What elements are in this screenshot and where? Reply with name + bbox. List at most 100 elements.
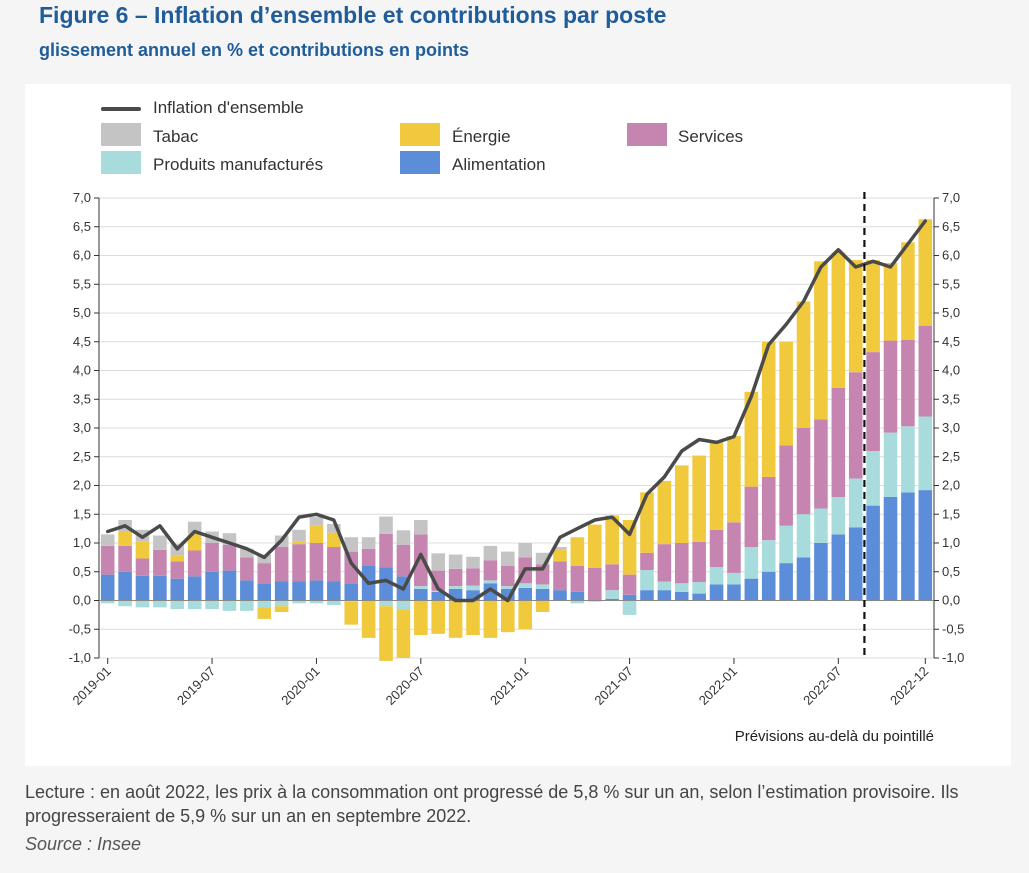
bar-alimentation [414, 589, 428, 601]
y-tick-label-left: 4,5 [73, 334, 91, 349]
y-tick-label-left: 1,5 [73, 506, 91, 521]
bar-energie [744, 391, 759, 487]
bar-services [118, 545, 132, 572]
bar-energie [309, 525, 324, 543]
bar-energie [396, 609, 411, 658]
legend-line-swatch [101, 107, 141, 111]
y-tick-label-left: 0,0 [73, 593, 91, 608]
y-tick-label-right: 2,5 [942, 449, 960, 464]
bar-alimentation [135, 575, 150, 601]
bar-energie [692, 455, 706, 542]
y-tick-label-left: 4,0 [73, 363, 91, 378]
bar-services [292, 544, 306, 582]
bar-produits [744, 547, 759, 579]
bar-produits [448, 586, 463, 589]
bar-alimentation [674, 591, 689, 601]
source-note: Source : Insee [25, 834, 142, 854]
bar-services [901, 340, 915, 427]
bar-produits [640, 570, 654, 591]
y-tick-label-right: 2,0 [942, 478, 960, 493]
bar-services [553, 561, 567, 591]
bar-produits [414, 586, 428, 589]
bar-alimentation [622, 594, 637, 601]
bar-energie [727, 436, 741, 523]
bar-services [205, 543, 219, 572]
legend-label-energie: Énergie [452, 127, 511, 146]
bar-services [361, 548, 376, 566]
bar-energie [448, 600, 463, 638]
bar-produits [118, 600, 132, 607]
bar-tabac [518, 543, 532, 558]
bar-alimentation [483, 583, 498, 601]
y-tick-label-left: 3,0 [73, 420, 91, 435]
chart-panel: Inflation d'ensemble Tabac Produits manu… [25, 84, 1011, 766]
y-tick-label-left: 7,0 [73, 190, 91, 205]
legend-label-line: Inflation d'ensemble [153, 98, 304, 117]
bar-energie [118, 531, 132, 546]
y-tick-label-right: 4,0 [942, 363, 960, 378]
bar-produits [257, 600, 272, 608]
bar-alimentation [779, 563, 793, 601]
bar-tabac [466, 556, 480, 569]
bar-produits [727, 572, 741, 585]
bar-energie [518, 600, 532, 630]
bar-services [692, 541, 706, 583]
bar-produits [274, 600, 289, 607]
y-tick-label-left: 6,0 [73, 248, 91, 263]
bar-produits [692, 582, 706, 594]
bar-tabac [327, 524, 341, 533]
bar-services [100, 545, 115, 575]
y-tick-label-right: 3,0 [942, 420, 960, 435]
bar-produits [327, 600, 341, 606]
y-tick-label-right: 5,0 [942, 305, 960, 320]
bar-produits [501, 586, 515, 589]
bar-services [309, 543, 324, 581]
x-tick-label: 2020-07 [383, 664, 427, 708]
bar-services [761, 476, 776, 541]
bar-tabac [483, 545, 498, 561]
bar-energie [553, 549, 567, 562]
bar-alimentation [274, 581, 289, 601]
bar-produits [709, 567, 724, 585]
bar-tabac [187, 521, 202, 534]
bar-services [379, 533, 393, 568]
bar-energie [466, 600, 480, 635]
bar-services [727, 522, 741, 573]
y-tick-label-right: 5,5 [942, 276, 960, 291]
bar-energie [622, 520, 637, 575]
bar-tabac [361, 537, 376, 549]
bar-alimentation [761, 571, 776, 601]
bar-alimentation [640, 590, 654, 601]
y-tick-label-right: 6,0 [942, 248, 960, 263]
bar-produits [100, 600, 115, 604]
chart-svg: -1,0 -1,0 -0,5 -0,5 0,0 0,0 0,5 0,5 1,0 1,0 1,5 1,5… [69, 190, 965, 745]
bar-services [257, 563, 272, 584]
bar-energie [344, 601, 359, 625]
bar-services [344, 551, 359, 584]
x-tick-label: 2022-12 [887, 664, 931, 708]
bar-energie [657, 480, 672, 545]
bar-services [657, 544, 672, 582]
bar-services [866, 352, 880, 451]
bar-energie [709, 442, 724, 530]
y-tick-label-left: 1,0 [73, 535, 91, 550]
bar-produits [674, 583, 689, 592]
bar-services [779, 445, 793, 526]
legend-swatch-services [627, 123, 667, 146]
y-tick-label-left: -0,5 [69, 621, 91, 636]
bar-produits [814, 508, 828, 543]
y-tick-label-right: 3,5 [942, 391, 960, 406]
bar-alimentation [431, 591, 446, 601]
bar-energie [535, 600, 550, 612]
figure-subtitle: glissement annuel en % et contributions … [39, 40, 470, 60]
bar-energie [883, 262, 898, 341]
bar-services [396, 544, 411, 577]
bar-energie [135, 541, 150, 559]
x-tick-label: 2020-01 [278, 664, 322, 708]
bar-energie [570, 537, 585, 566]
bar-energie [327, 532, 341, 548]
bar-services [414, 534, 428, 587]
bar-alimentation [727, 584, 741, 601]
bar-produits [570, 600, 585, 604]
bar-tabac [535, 552, 550, 565]
